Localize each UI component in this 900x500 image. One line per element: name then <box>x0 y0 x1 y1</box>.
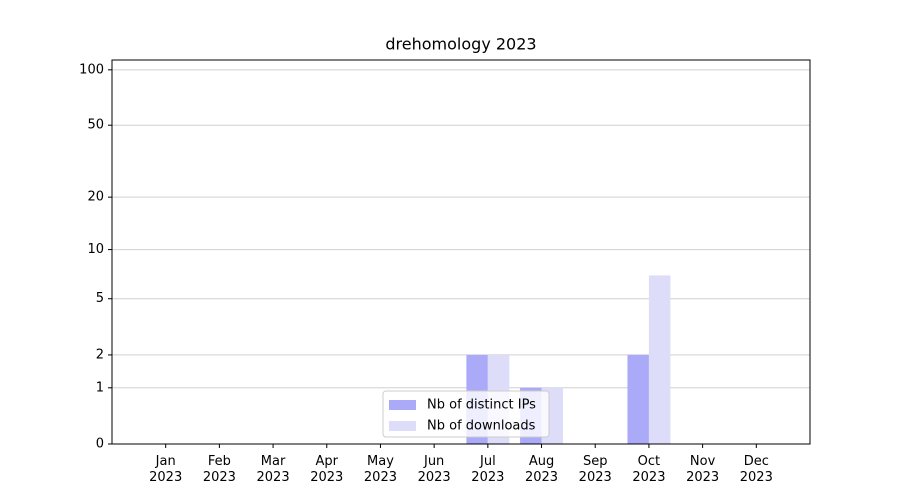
x-tick-label: Mar 2023 <box>257 454 290 485</box>
y-tick-label: 1 <box>96 380 104 395</box>
legend-label: Nb of downloads <box>427 419 536 434</box>
bar <box>627 354 649 444</box>
y-tick-label: 100 <box>79 62 104 77</box>
x-tick-label: Jul 2023 <box>471 454 504 485</box>
y-tick-label: 2 <box>96 347 104 362</box>
y-tick-label: 20 <box>87 190 104 205</box>
y-tick-label: 5 <box>96 291 104 306</box>
x-tick-label: Sep 2023 <box>579 454 612 485</box>
y-tick-label: 10 <box>87 242 104 257</box>
plot-frame <box>111 59 811 445</box>
x-tick-label: Jun 2023 <box>418 454 451 485</box>
x-tick-label: Aug 2023 <box>525 454 558 485</box>
x-tick-label: Dec 2023 <box>740 454 773 485</box>
x-tick-label: Nov 2023 <box>686 454 719 485</box>
x-tick-label: Feb 2023 <box>203 454 236 485</box>
legend-box <box>382 390 550 438</box>
legend-label: Nb of distinct IPs <box>427 398 536 413</box>
bar <box>648 275 671 444</box>
y-tick-label: 0 <box>96 437 104 452</box>
x-tick-label: Apr 2023 <box>310 454 343 485</box>
x-tick-label: Oct 2023 <box>632 454 665 485</box>
chart-title: drehomology 2023 <box>385 35 536 54</box>
legend-swatch <box>389 400 416 410</box>
x-tick-label: Jan 2023 <box>149 454 182 485</box>
legend-swatch <box>389 421 416 431</box>
y-tick-label: 50 <box>87 118 104 133</box>
x-tick-label: May 2023 <box>364 454 397 485</box>
